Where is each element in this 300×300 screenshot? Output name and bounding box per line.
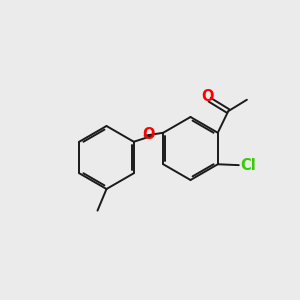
Text: O: O bbox=[142, 127, 155, 142]
Text: O: O bbox=[201, 89, 214, 104]
Text: Cl: Cl bbox=[240, 158, 256, 173]
